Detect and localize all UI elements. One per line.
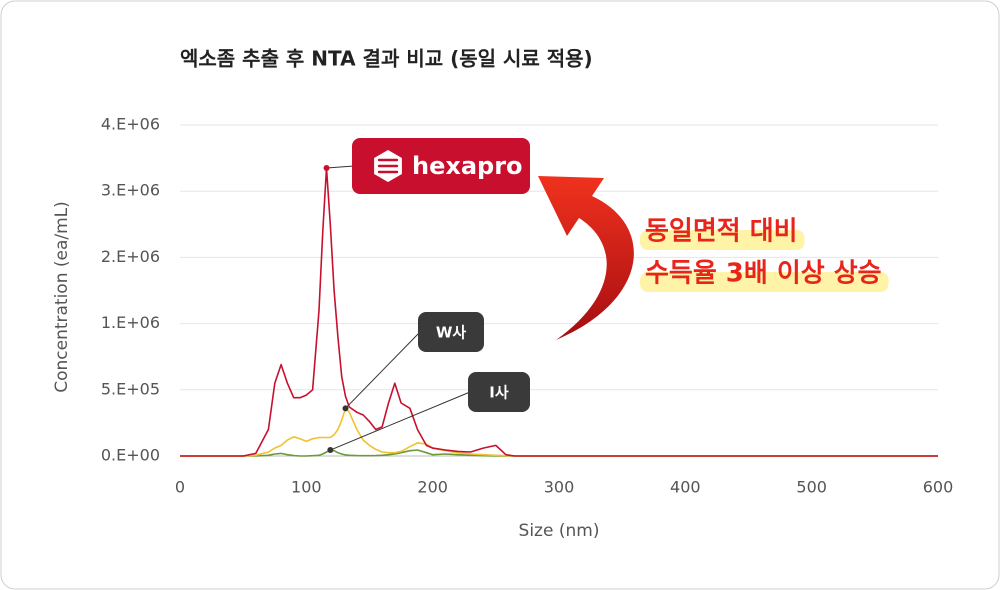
leader-dot (327, 447, 334, 454)
y-tick-label: 0.E+00 (101, 446, 160, 465)
legend-label: W사 (436, 324, 467, 342)
leader-line (326, 165, 355, 169)
y-tick-label: 3.E+06 (101, 181, 160, 200)
x-tick-label: 0 (175, 478, 185, 497)
legend-box (468, 372, 530, 412)
leader-line (330, 391, 471, 451)
x-tick-label: 200 (417, 478, 448, 497)
legend-box (418, 312, 484, 352)
leader-dot (342, 405, 349, 412)
legend-box (352, 138, 530, 194)
y-tick-label: 2.E+06 (101, 247, 160, 266)
highlight (640, 272, 889, 292)
x-tick-label: 100 (291, 478, 322, 497)
arrow (538, 176, 634, 340)
x-tick-label: 600 (923, 478, 954, 497)
legend-label: I사 (489, 384, 509, 402)
series-line (180, 167, 938, 457)
chart-title: 엑소좀 추출 후 NTA 결과 비교 (동일 시료 적용) (180, 47, 593, 71)
series-line (180, 449, 938, 457)
annotation: 동일면적 대비 (645, 217, 798, 247)
x-axis-label: Size (nm) (519, 521, 600, 541)
x-tick-label: 300 (544, 478, 575, 497)
x-tick-label: 500 (796, 478, 827, 497)
y-tick-label: 4.E+06 (101, 115, 160, 134)
leader-line (345, 331, 421, 409)
y-axis-label: Concentration (ea/mL) (52, 201, 72, 393)
annotation: 수득율 3배 이상 상승 (645, 259, 882, 289)
y-tick-label: 1.E+06 (101, 313, 160, 332)
legend-label: hexapro (412, 152, 523, 180)
series-line (180, 407, 938, 457)
highlight (640, 230, 805, 250)
y-tick-label: 5.E+05 (101, 379, 160, 398)
leader-dot (323, 165, 330, 172)
x-tick-label: 400 (670, 478, 701, 497)
